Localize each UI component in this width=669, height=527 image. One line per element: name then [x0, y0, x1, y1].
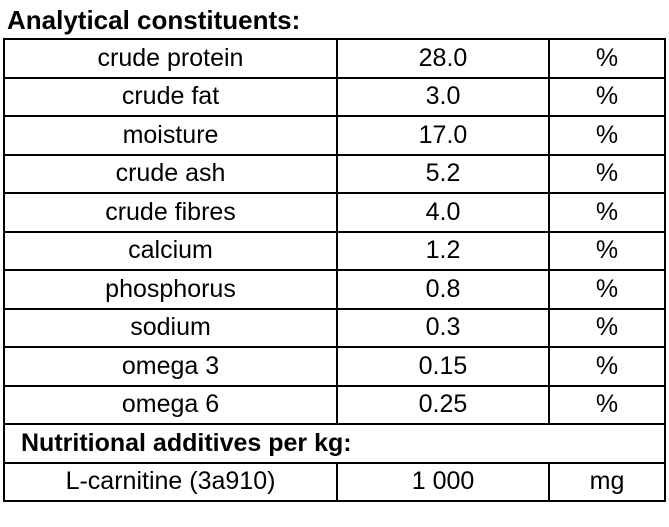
constituent-cell: L-carnitine (3a910) — [3, 461, 338, 502]
table-row: moisture 17.0 % — [3, 115, 666, 156]
table-row: crude protein 28.0 % — [3, 38, 666, 79]
table-row: crude fat 3.0 % — [3, 76, 666, 117]
value-cell: 3.0 — [336, 76, 550, 117]
unit-cell: mg — [548, 461, 666, 502]
value-cell: 1.2 — [336, 230, 550, 271]
unit-cell: % — [548, 76, 666, 117]
unit-cell: % — [548, 346, 666, 387]
constituent-cell: phosphorus — [3, 269, 338, 310]
unit-cell: % — [548, 153, 666, 194]
value-cell: 4.0 — [336, 192, 550, 233]
value-cell: 28.0 — [336, 38, 550, 79]
table-row: crude fibres 4.0 % — [3, 192, 666, 233]
constituent-cell: crude fibres — [3, 192, 338, 233]
table-row: omega 3 0.15 % — [3, 346, 666, 387]
section-header-cell: Nutritional additives per kg: — [3, 423, 666, 464]
table-row: L-carnitine (3a910) 1 000 mg — [3, 461, 666, 502]
analytical-constituents-table: crude protein 28.0 % crude fat 3.0 % moi… — [3, 38, 666, 502]
constituent-cell: crude ash — [3, 153, 338, 194]
table-row: calcium 1.2 % — [3, 230, 666, 271]
unit-cell: % — [548, 384, 666, 425]
value-cell: 0.15 — [336, 346, 550, 387]
constituent-cell: omega 3 — [3, 346, 338, 387]
constituent-cell: moisture — [3, 115, 338, 156]
value-cell: 0.3 — [336, 307, 550, 348]
constituent-cell: sodium — [3, 307, 338, 348]
value-cell: 5.2 — [336, 153, 550, 194]
table-row: omega 6 0.25 % — [3, 384, 666, 425]
unit-cell: % — [548, 192, 666, 233]
table-row: sodium 0.3 % — [3, 307, 666, 348]
unit-cell: % — [548, 269, 666, 310]
value-cell: 0.8 — [336, 269, 550, 310]
constituent-cell: crude fat — [3, 76, 338, 117]
constituent-cell: calcium — [3, 230, 338, 271]
table-row: phosphorus 0.8 % — [3, 269, 666, 310]
unit-cell: % — [548, 307, 666, 348]
constituent-cell: omega 6 — [3, 384, 338, 425]
table-row: crude ash 5.2 % — [3, 153, 666, 194]
constituent-cell: crude protein — [3, 38, 338, 79]
unit-cell: % — [548, 38, 666, 79]
value-cell: 17.0 — [336, 115, 550, 156]
value-cell: 0.25 — [336, 384, 550, 425]
unit-cell: % — [548, 115, 666, 156]
value-cell: 1 000 — [336, 461, 550, 502]
section-header-row: Nutritional additives per kg: — [3, 423, 666, 464]
unit-cell: % — [548, 230, 666, 271]
page-title: Analytical constituents: — [7, 5, 301, 35]
